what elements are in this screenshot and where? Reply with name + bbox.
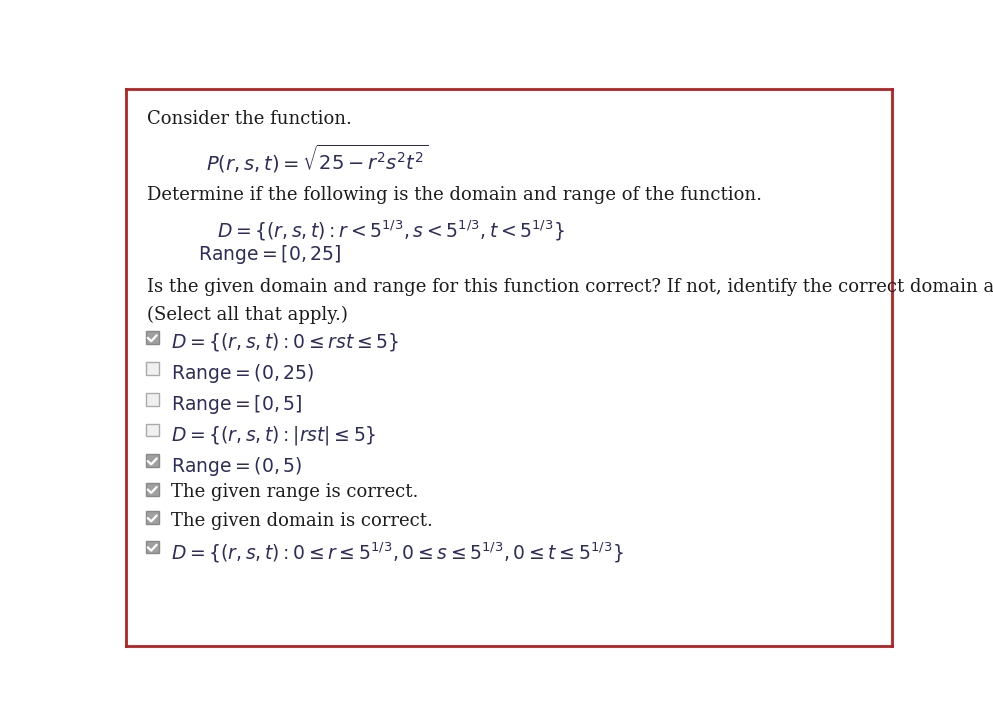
Bar: [146, 362, 159, 375]
Bar: [146, 483, 159, 496]
Text: $\mathrm{Range} = [0, 5]$: $\mathrm{Range} = [0, 5]$: [171, 393, 302, 416]
Bar: [146, 541, 159, 553]
Text: $D = \{(r, s, t) : r < 5^{1/3}, s < 5^{1/3}, t < 5^{1/3}\}$: $D = \{(r, s, t) : r < 5^{1/3}, s < 5^{1…: [217, 218, 565, 242]
Text: $\mathrm{Range} = [0, 25]$: $\mathrm{Range} = [0, 25]$: [198, 243, 341, 266]
Text: $\mathrm{Range} = (0, 25)$: $\mathrm{Range} = (0, 25)$: [171, 363, 314, 385]
Text: The given domain is correct.: The given domain is correct.: [171, 512, 433, 530]
Text: $D = \{(r, s, t) : 0 \leq r \leq 5^{1/3}, 0 \leq s \leq 5^{1/3}, 0 \leq t \leq 5: $D = \{(r, s, t) : 0 \leq r \leq 5^{1/3}…: [171, 541, 624, 566]
Text: The given range is correct.: The given range is correct.: [171, 483, 418, 501]
Text: (Select all that apply.): (Select all that apply.): [147, 305, 349, 323]
Bar: [146, 424, 159, 436]
Bar: [146, 512, 159, 524]
Text: $D = \{(r, s, t) : 0 \leq rst \leq 5\}$: $D = \{(r, s, t) : 0 \leq rst \leq 5\}$: [171, 331, 398, 354]
Text: $P(r, s, t) = \sqrt{25 - r^2 s^2 t^2}$: $P(r, s, t) = \sqrt{25 - r^2 s^2 t^2}$: [206, 143, 428, 175]
Text: Determine if the following is the domain and range of the function.: Determine if the following is the domain…: [147, 186, 763, 204]
Text: Consider the function.: Consider the function.: [147, 111, 353, 128]
Bar: [146, 331, 159, 344]
Text: Is the given domain and range for this function correct? If not, identify the co: Is the given domain and range for this f…: [147, 278, 993, 296]
Bar: [146, 393, 159, 405]
Text: $\mathrm{Range} = (0, 5)$: $\mathrm{Range} = (0, 5)$: [171, 455, 302, 478]
Text: $D = \{(r, s, t) : |rst| \leq 5\}$: $D = \{(r, s, t) : |rst| \leq 5\}$: [171, 424, 376, 447]
Bar: [146, 454, 159, 467]
